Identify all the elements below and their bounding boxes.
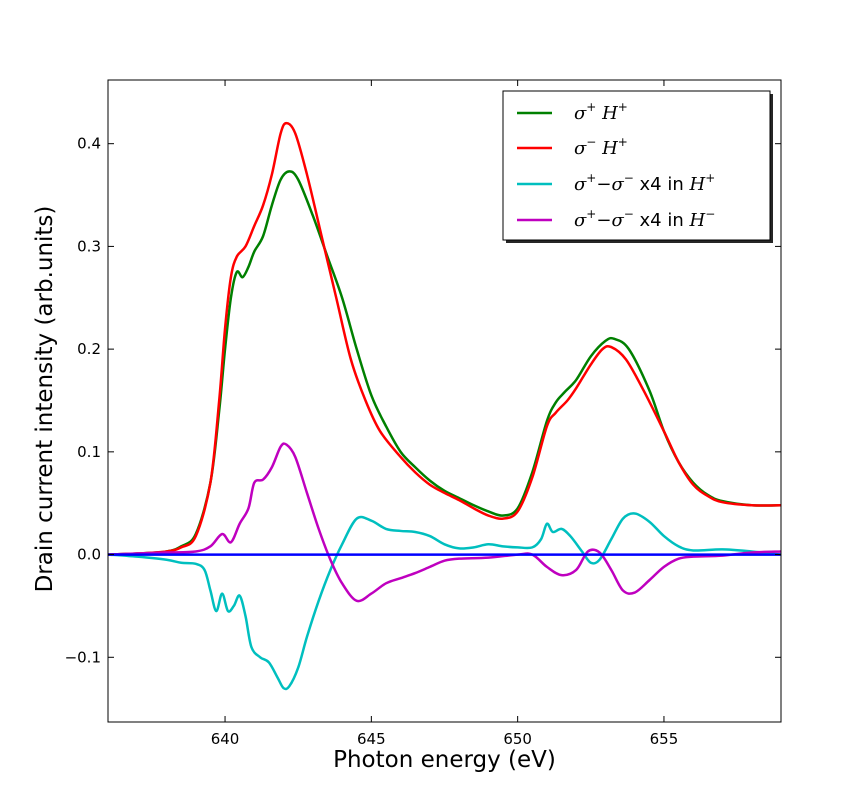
legend-label-1: σ+ H+ [574,100,628,124]
y-axis-label: Drain current intensity (arb.units) [32,206,58,593]
series-layer [108,121,781,691]
x-tick-label: 650 [503,730,532,748]
legend: σ+ H+ σ− H+ σ+−σ− x4 in H+ σ+−σ− x4 in H− [502,90,773,243]
axes-frame [107,79,782,723]
x-axis-label: Photon energy (eV) [333,747,556,773]
y-tick-label: 0.4 [77,135,101,153]
series-line-2 [108,121,781,556]
y-tick-label: 0.0 [77,546,101,564]
legend-label-3: σ+−σ− x4 in H+ [574,171,715,195]
x-tick-label: 640 [211,730,240,748]
y-tick-label: −0.1 [65,648,101,666]
y-tick-label: 0.3 [77,237,101,255]
series-line-1 [108,170,781,556]
y-tick-label: 0.2 [77,340,101,358]
x-tick-label: 645 [357,730,386,748]
ticks-layer: 640 645 650 655 −0.1 0.0 0.1 0.2 0.3 0.4 [65,80,781,748]
series-line-3 [108,512,781,691]
legend-box [502,90,771,241]
legend-label-2: σ− H+ [574,135,628,159]
plot-area: 640 645 650 655 −0.1 0.0 0.1 0.2 0.3 0.4 [65,79,782,748]
series-line-4 [108,442,781,603]
y-tick-label: 0.1 [77,443,101,461]
x-tick-label: 655 [650,730,679,748]
legend-label-4: σ+−σ− x4 in H− [574,207,715,231]
